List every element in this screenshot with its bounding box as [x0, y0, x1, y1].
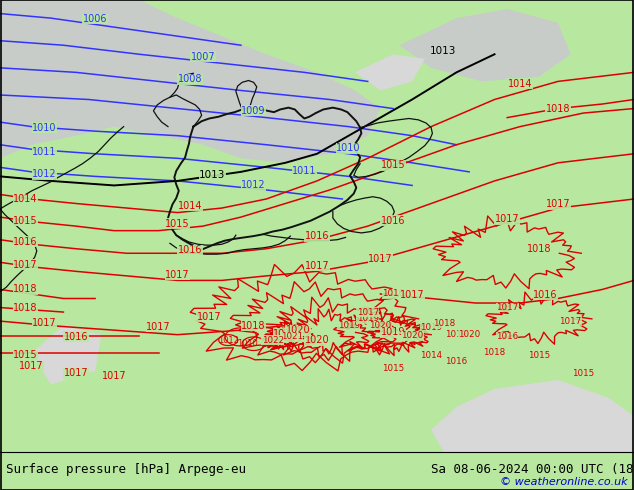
Text: 1009: 1009: [242, 106, 266, 116]
Text: 1014: 1014: [420, 350, 442, 360]
Text: 1020: 1020: [369, 321, 392, 330]
Polygon shape: [431, 380, 634, 452]
Text: 1016: 1016: [382, 290, 404, 298]
Text: © weatheronline.co.uk: © weatheronline.co.uk: [500, 477, 628, 487]
Text: 1007: 1007: [191, 51, 215, 62]
Text: 1014: 1014: [508, 79, 532, 89]
Text: 1018: 1018: [527, 244, 551, 254]
Text: 1020: 1020: [458, 330, 481, 339]
Text: 1017: 1017: [146, 321, 171, 332]
Text: 1006: 1006: [83, 14, 107, 24]
Text: 1010: 1010: [237, 339, 257, 348]
Text: 1017: 1017: [559, 317, 582, 326]
Text: 1015: 1015: [381, 160, 405, 170]
Text: 1017: 1017: [102, 371, 126, 381]
Text: 1017: 1017: [165, 270, 190, 280]
Text: 1016: 1016: [64, 332, 88, 342]
Text: 1011: 1011: [292, 166, 316, 176]
Text: 1013: 1013: [429, 46, 456, 56]
Text: 1015: 1015: [527, 350, 550, 360]
Text: 1018: 1018: [242, 320, 266, 331]
Text: 1019: 1019: [381, 327, 405, 338]
Text: 1017: 1017: [64, 368, 88, 378]
Text: 1016: 1016: [533, 290, 557, 300]
Text: 1013: 1013: [199, 171, 226, 180]
Text: 1016: 1016: [496, 332, 518, 342]
Text: 1012: 1012: [242, 180, 266, 191]
Text: 1018: 1018: [432, 319, 455, 328]
Polygon shape: [355, 54, 425, 91]
Text: 1017: 1017: [400, 290, 424, 300]
Text: 1018: 1018: [13, 302, 37, 313]
Text: 1017: 1017: [197, 312, 221, 321]
Text: 1017: 1017: [13, 260, 37, 270]
Text: 1020: 1020: [401, 331, 424, 340]
Text: 1015: 1015: [165, 219, 190, 229]
Text: Surface pressure [hPa] Arpege-eu: Surface pressure [hPa] Arpege-eu: [6, 463, 247, 476]
Text: 1011: 1011: [32, 147, 56, 156]
Text: 1018: 1018: [483, 348, 506, 357]
Text: 1016: 1016: [381, 216, 405, 226]
Text: Sa 08-06-2024 00:00 UTC (18+54): Sa 08-06-2024 00:00 UTC (18+54): [431, 463, 634, 476]
Text: 1015: 1015: [13, 350, 37, 360]
Text: 1016: 1016: [13, 237, 37, 247]
Text: 1020: 1020: [305, 335, 329, 345]
Text: 1019: 1019: [420, 323, 442, 332]
Text: 1017: 1017: [496, 303, 519, 312]
Text: 1017: 1017: [368, 254, 392, 264]
Text: 1018: 1018: [13, 285, 37, 294]
Text: 1017: 1017: [356, 308, 379, 317]
Text: 1019: 1019: [357, 315, 378, 323]
Text: 1019: 1019: [446, 330, 467, 339]
Text: 1022: 1022: [262, 336, 283, 344]
Text: 1015: 1015: [13, 216, 37, 226]
Polygon shape: [0, 0, 380, 163]
Polygon shape: [32, 326, 101, 385]
Text: 1014: 1014: [13, 194, 37, 204]
Text: 1017: 1017: [20, 361, 44, 371]
Text: 1016: 1016: [178, 245, 202, 255]
Text: 1012: 1012: [218, 336, 238, 344]
Text: 1015: 1015: [572, 368, 595, 378]
Text: 1014: 1014: [178, 201, 202, 211]
Text: 1018: 1018: [546, 103, 570, 114]
Text: 1016: 1016: [446, 357, 467, 367]
Polygon shape: [399, 9, 571, 81]
Text: 1019: 1019: [338, 321, 359, 330]
Text: 1010: 1010: [32, 122, 56, 132]
Text: 1008: 1008: [178, 74, 202, 84]
Text: 1012: 1012: [32, 169, 56, 179]
Text: 1017: 1017: [546, 199, 570, 209]
Text: 1020: 1020: [286, 325, 310, 335]
Text: 1016: 1016: [305, 231, 329, 241]
Text: 1021: 1021: [281, 332, 302, 342]
Text: 1019: 1019: [273, 329, 297, 339]
Text: 1017: 1017: [495, 214, 519, 224]
Text: 1017: 1017: [305, 261, 329, 271]
Text: 1015: 1015: [382, 364, 404, 373]
Text: 1017: 1017: [32, 318, 56, 328]
Text: 1010: 1010: [337, 144, 361, 153]
